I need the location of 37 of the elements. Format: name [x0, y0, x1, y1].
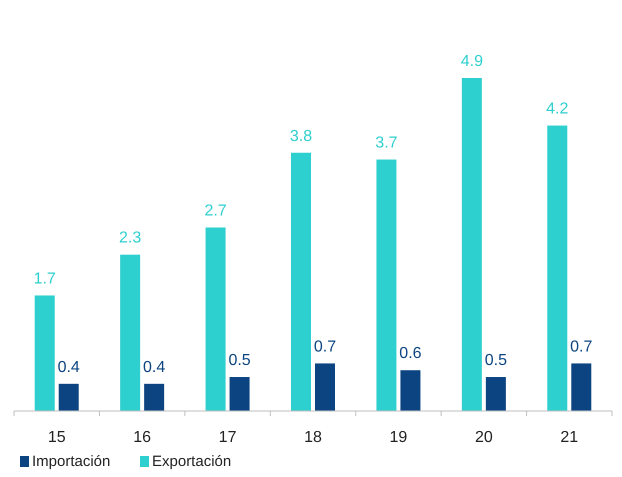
bar	[547, 126, 568, 411]
bar	[571, 363, 592, 411]
data-label: 0.5	[484, 352, 508, 370]
data-label: 0.4	[58, 358, 80, 376]
bar	[315, 363, 335, 411]
x-tick-label: 21	[560, 429, 578, 446]
data-label: 4.9	[460, 53, 484, 70]
x-tick-label: 20	[474, 429, 493, 446]
bar	[462, 78, 482, 411]
data-label: 0.7	[570, 338, 593, 356]
data-label: 0.7	[314, 338, 336, 356]
bar	[291, 152, 311, 411]
bar	[34, 295, 55, 411]
data-label: 2.7	[204, 202, 227, 220]
data-label: 0.4	[143, 358, 166, 376]
bar	[230, 377, 250, 411]
x-tick-label: 19	[390, 429, 408, 446]
bar	[206, 228, 226, 411]
data-label: 0.5	[228, 352, 251, 370]
data-label: 1.7	[34, 270, 56, 288]
legend-label: Exportación	[152, 453, 232, 470]
x-tick-label: 18	[304, 429, 322, 446]
bar	[376, 160, 396, 411]
bar	[120, 254, 140, 411]
data-label: 2.3	[119, 230, 142, 247]
data-label: 3.7	[375, 134, 398, 152]
bar	[58, 384, 79, 411]
bar	[144, 384, 164, 411]
bar	[400, 370, 420, 411]
legend-label: Importación	[32, 453, 110, 470]
bar	[486, 377, 506, 411]
x-tick-label: 15	[48, 429, 66, 446]
x-tick-label: 16	[133, 429, 152, 446]
data-label: 4.2	[546, 100, 569, 118]
data-label: 3.8	[290, 128, 312, 145]
x-tick-label: 17	[218, 429, 237, 446]
data-label: 0.6	[399, 345, 422, 362]
